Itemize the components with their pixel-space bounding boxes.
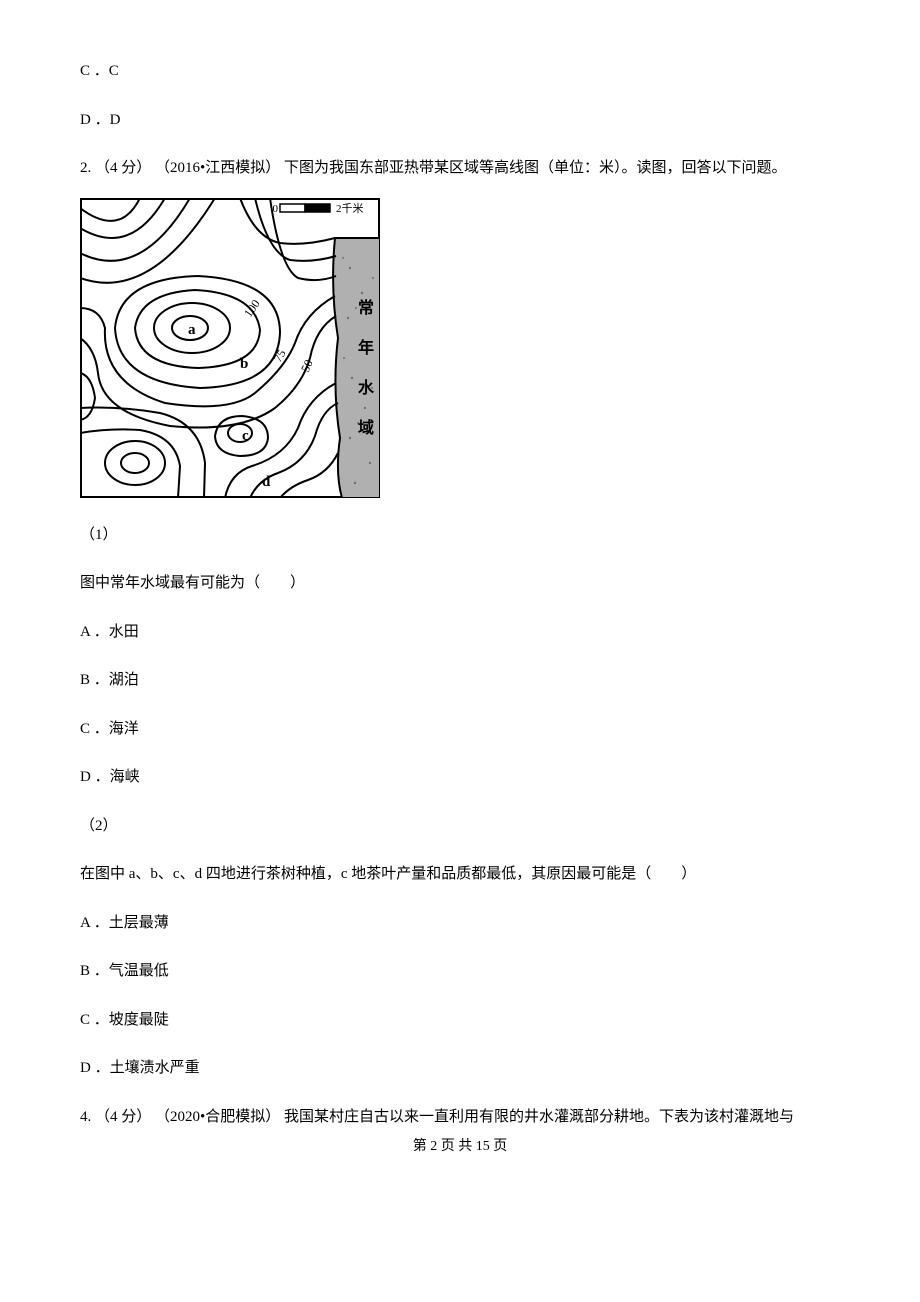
option-d-orphan: D ．D <box>80 109 840 132</box>
q2-sub2-opt-b: B ．气温最低 <box>80 960 840 983</box>
q2-sub2-opt-a: A ．土层最薄 <box>80 912 840 935</box>
contour-map: 0 2千米 <box>80 198 380 498</box>
q2-stem: 2. （4 分） （2016•江西模拟） 下图为我国东部亚热带某区域等高线图（单… <box>80 157 840 180</box>
scale-label: 2千米 <box>336 202 364 215</box>
q2-sub2-opt-c: C ．坡度最陡 <box>80 1009 840 1032</box>
map-label-a: a <box>188 322 196 338</box>
q2-sub1-opt-a: A ．水田 <box>80 621 840 644</box>
q4-stem: 4. （4 分） （2020•合肥模拟） 我国某村庄自古以来一直利用有限的井水灌… <box>80 1106 840 1129</box>
q2-sub1-num: （1） <box>80 524 840 547</box>
water-ch2: 年 <box>358 338 374 357</box>
water-ch1: 常 <box>358 298 374 317</box>
q2-sub2-stem: 在图中 a、b、c、d 四地进行茶树种植，c 地茶叶产量和品质都最低，其原因最可… <box>80 863 840 886</box>
q2-sub1-opt-b: B ．湖泊 <box>80 669 840 692</box>
option-c-orphan: C ．C <box>80 60 840 83</box>
q2-sub1-stem: 图中常年水域最有可能为（ ） <box>80 572 840 595</box>
map-label-d: d <box>262 474 271 490</box>
q2-sub2-opt-d: D ．土壤渍水严重 <box>80 1057 840 1080</box>
water-ch4: 域 <box>358 418 374 437</box>
q2-sub2-num: （2） <box>80 815 840 838</box>
q2-sub1-opt-d: D ．海峡 <box>80 766 840 789</box>
map-label-c: c <box>242 428 249 444</box>
map-label-b: b <box>240 356 248 372</box>
q2-sub1-opt-c: C ．海洋 <box>80 718 840 741</box>
water-ch3: 水 <box>358 378 375 397</box>
page-footer: 第 2 页 共 15 页 <box>80 1136 840 1157</box>
